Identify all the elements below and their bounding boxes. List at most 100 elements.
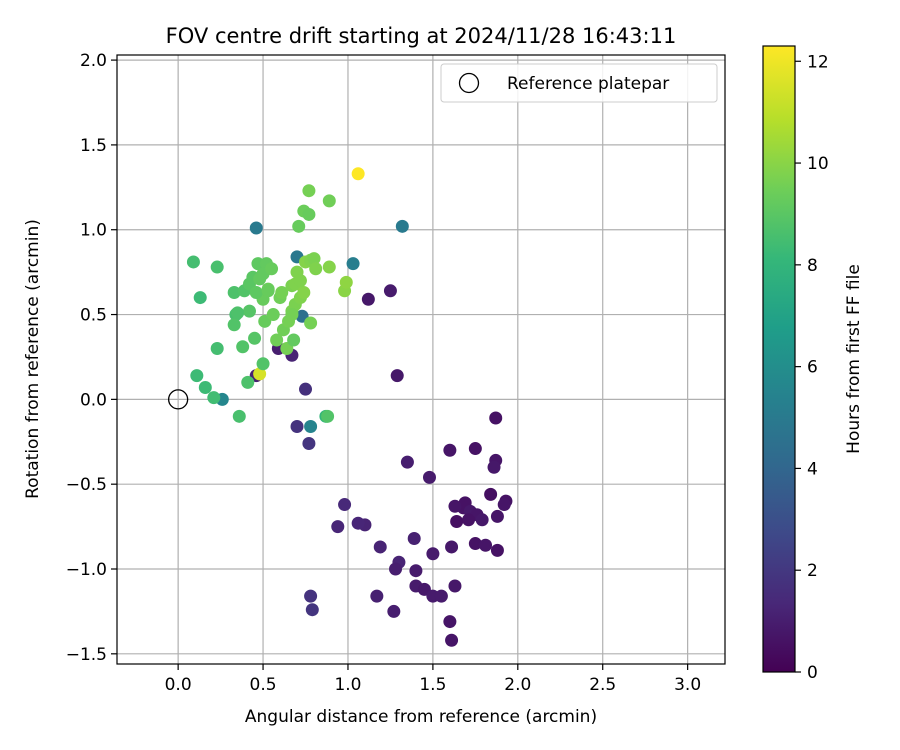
x-tick-label: 1.0 (334, 675, 361, 695)
data-point (390, 369, 404, 383)
data-point (256, 357, 270, 371)
x-tick-label: 1.5 (419, 675, 446, 695)
data-point (270, 333, 284, 347)
data-point (198, 380, 212, 394)
data-point (265, 262, 279, 276)
data-point (249, 285, 263, 299)
data-point (193, 291, 207, 305)
data-point (304, 420, 318, 434)
data-point (266, 308, 280, 322)
colorbar-tick-label: 2 (807, 561, 818, 581)
data-point (248, 331, 262, 345)
x-tick-label: 2.5 (589, 675, 616, 695)
y-axis-label: Rotation from reference (arcmin) (23, 219, 43, 499)
x-axis-label: Angular distance from reference (arcmin) (245, 707, 597, 727)
data-point (305, 603, 319, 617)
data-point (497, 498, 511, 512)
x-tick-label: 3.0 (674, 675, 701, 695)
data-point (293, 274, 307, 288)
y-tick-label: 0.5 (80, 306, 107, 326)
y-tick-label: 2.0 (80, 51, 107, 71)
data-point (389, 562, 403, 576)
legend-marker (458, 72, 480, 94)
data-point (299, 382, 313, 396)
data-point (370, 589, 384, 603)
data-point (387, 604, 401, 618)
data-point (275, 285, 289, 299)
data-point (484, 487, 498, 501)
colorbar-tick-label: 6 (807, 358, 818, 378)
data-point (190, 369, 204, 383)
data-point (448, 579, 462, 593)
data-point (304, 589, 318, 603)
colorbar-strip (762, 45, 796, 673)
data-point (321, 409, 335, 423)
data-point (227, 318, 241, 332)
data-point (297, 285, 311, 299)
data-point (227, 285, 241, 299)
data-point (422, 470, 436, 484)
data-point (249, 221, 263, 235)
y-tick-label: −0.5 (66, 475, 107, 495)
colorbar: 0 2 4 6 8 10 12 Hours from first FF file (762, 45, 864, 683)
data-point (409, 564, 423, 578)
data-point (351, 167, 365, 181)
reference-platepar-marker (167, 389, 189, 410)
x-tick-label: 2.0 (504, 675, 531, 695)
y-tick-label: 1.0 (80, 221, 107, 241)
data-point (309, 262, 323, 276)
data-point (186, 255, 200, 269)
colorbar-tick-label: 4 (807, 459, 818, 479)
data-point (302, 207, 316, 221)
data-point (383, 284, 397, 298)
data-point (346, 257, 360, 271)
data-point (322, 260, 336, 274)
data-points (167, 167, 513, 647)
data-point (253, 272, 267, 286)
legend-label: Reference platepar (507, 74, 669, 94)
data-point (231, 306, 245, 320)
data-point (242, 304, 256, 318)
data-point (290, 420, 304, 434)
colorbar-label: Hours from first FF file (844, 264, 864, 454)
legend-box (440, 63, 718, 103)
data-point (487, 460, 501, 474)
data-point (475, 513, 489, 527)
chart-title: FOV centre drift starting at 2024/11/28 … (166, 24, 677, 48)
data-point (285, 308, 299, 322)
x-tick-label: 0.0 (165, 675, 192, 695)
y-tick-label: 1.5 (80, 136, 107, 156)
x-axis-ticks: 0.0 0.5 1.0 1.5 2.0 2.5 3.0 (165, 664, 701, 695)
data-point (331, 520, 345, 534)
data-point (450, 515, 464, 529)
data-point (400, 455, 414, 469)
data-point (490, 509, 504, 523)
data-point (207, 391, 221, 405)
data-point (302, 436, 316, 450)
data-point (443, 443, 457, 457)
data-point (434, 589, 448, 603)
data-point (307, 252, 321, 266)
y-axis-ticks: −1.5 −1.0 −0.5 0.0 0.5 1.0 1.5 2.0 (66, 51, 117, 665)
data-point (339, 275, 353, 289)
plot-frame (116, 54, 726, 665)
colorbar-ticks: 0 2 4 6 8 10 12 (795, 52, 829, 683)
data-point (210, 341, 224, 355)
data-point (489, 411, 503, 425)
data-point (373, 540, 387, 554)
x-tick-label: 0.5 (250, 675, 277, 695)
data-point (338, 498, 352, 512)
data-point (322, 194, 336, 208)
colorbar-tick-label: 12 (807, 52, 829, 72)
data-point (443, 615, 457, 629)
data-point (490, 543, 504, 557)
data-point (445, 540, 459, 554)
data-point (462, 513, 476, 527)
data-point (395, 219, 409, 233)
data-point (292, 219, 306, 233)
data-point (210, 260, 224, 274)
colorbar-tick-label: 8 (807, 256, 818, 276)
data-point (304, 316, 318, 330)
y-tick-label: 0.0 (80, 390, 107, 410)
